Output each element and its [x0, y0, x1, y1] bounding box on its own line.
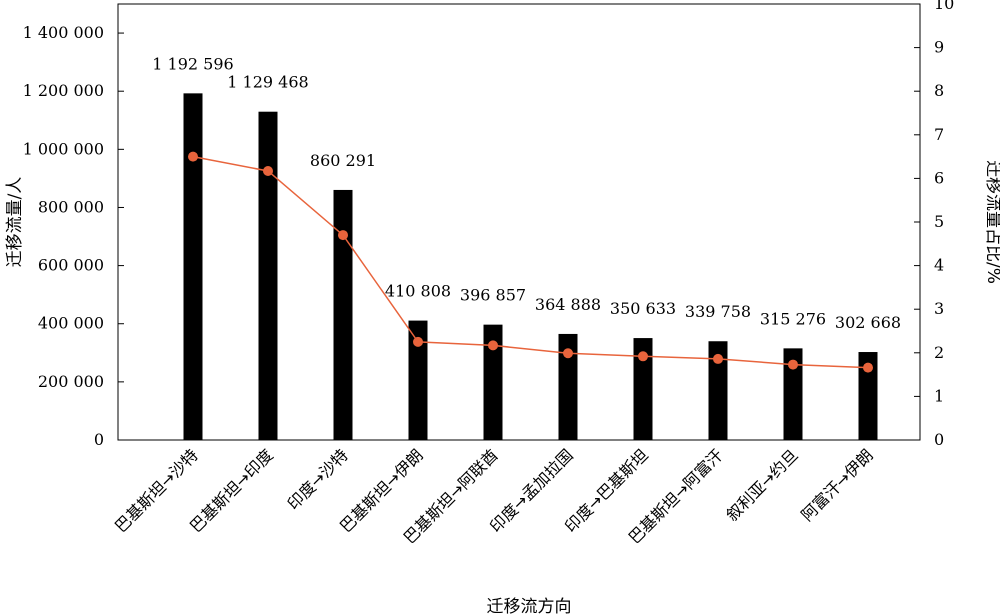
- right-tick-label: 6: [934, 168, 944, 187]
- y2-axis-label: 迁移流量占比/%: [983, 160, 1000, 284]
- x-axis-label: 迁移流方向: [487, 597, 572, 616]
- share-point: [563, 348, 573, 359]
- bar: [408, 320, 428, 440]
- bar-series: [183, 93, 878, 441]
- bar: [183, 93, 203, 440]
- share-point: [863, 362, 873, 373]
- category-label: 印度→沙特: [284, 445, 352, 513]
- right-tick-label: 7: [934, 125, 944, 144]
- bar: [633, 338, 653, 440]
- share-line: [192, 155, 869, 369]
- right-tick-label: 5: [934, 212, 944, 231]
- bar: [708, 341, 728, 440]
- share-point: [788, 359, 798, 370]
- right-axis-ticks: 0 1 2 3 4 5 6 7 8 9 10: [914, 0, 954, 449]
- share-point: [188, 151, 198, 162]
- bar: [258, 111, 278, 441]
- bar: [783, 348, 803, 440]
- left-tick-label: 1 000 000: [23, 139, 104, 158]
- bar-data-label: 1 192 596: [152, 54, 233, 73]
- left-tick-label: 400 000: [38, 314, 104, 333]
- bar-data-label: 350 633: [610, 299, 676, 318]
- right-tick-label: 0: [934, 430, 944, 449]
- left-tick-label: 200 000: [38, 372, 104, 391]
- category-label: 叙利亚→约旦: [722, 445, 801, 524]
- bar: [333, 189, 353, 440]
- share-point: [713, 353, 723, 364]
- share-point: [338, 230, 348, 241]
- share-point: [413, 336, 423, 347]
- right-tick-label: 1: [934, 386, 944, 405]
- left-tick-label: 1 400 000: [23, 23, 104, 42]
- bar-data-label: 315 276: [760, 309, 826, 328]
- right-tick-label: 8: [934, 81, 944, 100]
- bar-data-label: 302 668: [835, 313, 901, 332]
- bar-data-label: 396 857: [460, 286, 526, 305]
- right-tick-label: 2: [934, 343, 944, 362]
- bar-data-label: 860 291: [310, 151, 376, 170]
- right-tick-label: 10: [934, 0, 954, 13]
- bar-data-label: 1 129 468: [227, 73, 308, 92]
- y-axis-label: 迁移流量/人: [5, 177, 25, 268]
- right-tick-label: 9: [934, 38, 944, 57]
- left-tick-label: 600 000: [38, 256, 104, 275]
- share-point: [638, 351, 648, 362]
- share-point: [488, 340, 498, 351]
- share-point: [263, 165, 273, 176]
- bar: [858, 352, 878, 440]
- left-tick-label: 1 200 000: [23, 81, 104, 100]
- left-axis-ticks: 0 200 000 400 000 600 000 800 000 1 000 000 1 …: [23, 23, 124, 449]
- bar-data-label: 410 808: [385, 282, 451, 301]
- category-label: 阿富汗→伊朗: [797, 445, 876, 524]
- bar-data-label: 364 888: [535, 295, 601, 314]
- right-tick-label: 4: [934, 256, 944, 275]
- bar: [558, 333, 578, 440]
- left-tick-label: 0: [94, 430, 104, 449]
- share-line-series: [188, 151, 873, 373]
- right-tick-label: 3: [934, 299, 944, 318]
- left-tick-label: 800 000: [38, 197, 104, 216]
- bar-data-label: 339 758: [685, 302, 751, 321]
- bar: [483, 324, 503, 440]
